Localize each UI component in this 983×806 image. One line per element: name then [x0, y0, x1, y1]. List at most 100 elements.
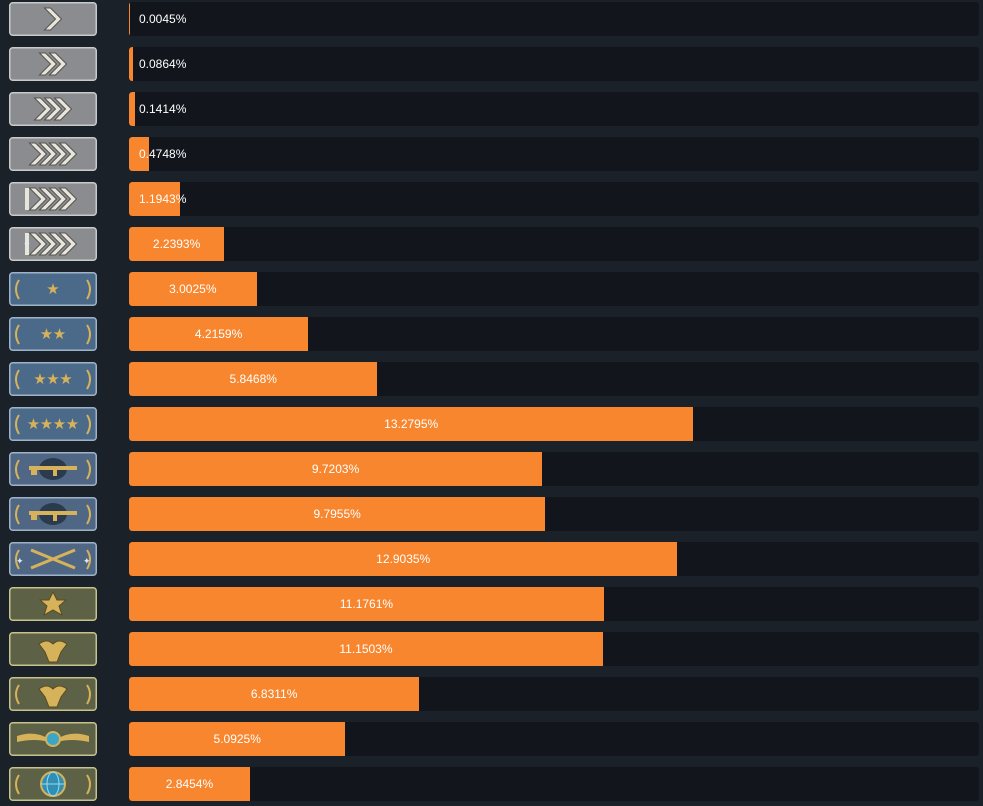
data-label: 0.0864% — [139, 57, 187, 71]
data-label: 5.8468% — [229, 372, 277, 386]
bar-track: 9.7203% — [129, 452, 979, 486]
silver-4-chevron-icon — [9, 137, 97, 171]
gold-nova-master-star-icon: ★ ★ ★ ★ — [9, 407, 97, 441]
bar — [129, 677, 420, 711]
rank-row: 6.8311% — [0, 676, 983, 712]
supreme-wings-icon — [9, 722, 97, 756]
bar — [129, 722, 346, 756]
data-label: 12.9035% — [376, 552, 431, 566]
bar — [129, 542, 678, 576]
svg-text:★: ★ — [40, 325, 53, 343]
rank-row: 9.7203% — [0, 451, 983, 487]
bar-track: 5.0925% — [129, 722, 979, 756]
legendary-eagle-master-icon — [9, 677, 97, 711]
svg-text:✦: ✦ — [23, 240, 31, 250]
bar — [129, 452, 543, 486]
svg-text:★: ★ — [33, 370, 46, 388]
silver-1-chevron-icon — [9, 2, 97, 36]
bar — [129, 47, 133, 81]
gold-nova-1-star-icon: ★ — [9, 272, 97, 306]
bar-track: 5.8468% — [129, 362, 979, 396]
bar-track: 0.1414% — [129, 92, 979, 126]
data-label: 3.0025% — [169, 282, 217, 296]
master-guardian-2-rifle-icon — [9, 497, 97, 531]
bar-track: 0.4748% — [129, 137, 979, 171]
bar — [129, 317, 309, 351]
global-elite-globe-icon — [9, 767, 97, 801]
svg-text:★: ★ — [46, 370, 59, 388]
bar-track: 6.8311% — [129, 677, 979, 711]
rank-row: ★ ★ ★ 5.8468% — [0, 361, 983, 397]
legendary-eagle-icon — [9, 632, 97, 666]
bar — [129, 272, 257, 306]
gold-nova-3-star-icon: ★ ★ ★ — [9, 362, 97, 396]
svg-text:★: ★ — [53, 415, 66, 433]
rank-row: 11.1761% — [0, 586, 983, 622]
silver-elite-chevron-icon — [9, 182, 97, 216]
svg-text:✦: ✦ — [16, 557, 24, 567]
rank-row: 0.4748% — [0, 136, 983, 172]
silver-elite-master-chevron-icon: ✦ — [9, 227, 97, 261]
bar-track: 3.0025% — [129, 272, 979, 306]
master-guardian-1-rifle-icon — [9, 452, 97, 486]
bar-track: 2.8454% — [129, 767, 979, 801]
data-label: 11.1761% — [339, 597, 394, 611]
bar — [129, 362, 378, 396]
silver-2-chevron-icon — [9, 47, 97, 81]
bar — [129, 2, 130, 36]
rank-row: 0.1414% — [0, 91, 983, 127]
bar-track: 0.0864% — [129, 47, 979, 81]
data-label: 1.1943% — [139, 192, 187, 206]
rank-row: ✦ 2.2393% — [0, 226, 983, 262]
rank-row: 0.0045% — [0, 1, 983, 37]
data-label: 6.8311% — [250, 687, 298, 701]
bar-track: 2.2393% — [129, 227, 979, 261]
rank-row: 5.0925% — [0, 721, 983, 757]
data-label: 11.1503% — [339, 642, 393, 656]
data-label: 9.7955% — [313, 507, 361, 521]
bar — [129, 632, 603, 666]
data-label: 9.7203% — [311, 462, 360, 476]
bar-track: 1.1943% — [129, 182, 979, 216]
master-guardian-elite-crossed-rifles-icon: ✦ ✦ — [9, 542, 97, 576]
svg-text:✦: ✦ — [83, 557, 91, 567]
bar — [129, 407, 694, 441]
svg-text:★: ★ — [27, 415, 40, 433]
svg-text:★: ★ — [53, 325, 66, 343]
rank-row: 2.8454% — [0, 766, 983, 802]
bar — [129, 497, 546, 531]
bar — [129, 767, 250, 801]
bar-track: 0.0045% — [129, 2, 979, 36]
bar — [129, 137, 150, 171]
silver-3-chevron-icon — [9, 92, 97, 126]
rank-row: 9.7955% — [0, 496, 983, 532]
svg-text:★: ★ — [46, 280, 59, 298]
bar-track: 11.1503% — [129, 632, 979, 666]
rank-row: 0.0864% — [0, 46, 983, 82]
bar-track: 11.1761% — [129, 587, 979, 621]
data-label: 2.8454% — [165, 777, 214, 791]
bar — [129, 182, 180, 216]
rank-row: ✦ ✦ 12.9035% — [0, 541, 983, 577]
data-label: 5.0925% — [213, 732, 261, 746]
bar-track: 13.2795% — [129, 407, 979, 441]
bar — [129, 227, 225, 261]
distinguished-master-guardian-star-icon — [9, 587, 97, 621]
bar — [129, 92, 135, 126]
bar-track: 12.9035% — [129, 542, 979, 576]
data-label: 2.2393% — [152, 237, 201, 251]
bar-track: 4.2159% — [129, 317, 979, 351]
data-label: 0.4748% — [139, 147, 187, 161]
rank-row: 11.1503% — [0, 631, 983, 667]
data-label: 13.2795% — [384, 417, 439, 431]
bar-track: 9.7955% — [129, 497, 979, 531]
svg-text:★: ★ — [40, 415, 53, 433]
svg-text:★: ★ — [59, 370, 72, 388]
rank-row: ★ ★ ★ ★ 13.2795% — [0, 406, 983, 442]
rank-row: ★ ★ 4.2159% — [0, 316, 983, 352]
data-label: 0.0045% — [139, 12, 187, 26]
data-label: 0.1414% — [139, 102, 187, 116]
rank-row: ★ 3.0025% — [0, 271, 983, 307]
gold-nova-2-star-icon: ★ ★ — [9, 317, 97, 351]
